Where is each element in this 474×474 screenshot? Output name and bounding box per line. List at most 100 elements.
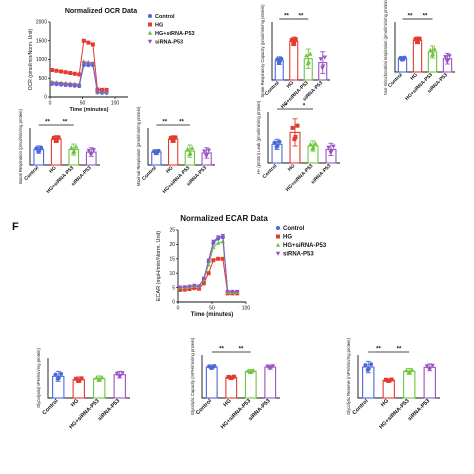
glyco_capacity-bar	[225, 376, 238, 399]
ecar_time-y-tick-label: 25	[169, 228, 175, 234]
ocr_time-data-point	[77, 72, 82, 77]
spare-significance-marker: **	[299, 14, 304, 20]
leak-data-point	[308, 141, 313, 147]
leak-data-point	[292, 137, 297, 142]
ocr_time-data-point	[49, 68, 54, 72]
ecar_time-x-label: Time (minutes)	[191, 312, 234, 318]
nonmito-x-tick-label: HG	[409, 72, 419, 82]
glyco_capacity-data-point	[231, 374, 236, 379]
maximal-significance-marker: **	[179, 120, 184, 126]
nonmito-bar	[412, 39, 423, 73]
nonmito-significance-marker: **	[408, 14, 413, 20]
basal-data-point	[56, 135, 61, 140]
ecar_time-data-point	[225, 289, 230, 295]
ocr_time-legend-marker	[147, 30, 153, 35]
spare-data-point	[304, 53, 309, 58]
nonmito-y-label: Non-mitochondrial respiration (pmol/min/…	[383, 0, 388, 95]
spare-bar	[289, 40, 299, 81]
basal-data-point	[86, 148, 92, 154]
ecar_time-legend-marker	[275, 242, 281, 247]
ecar_time-data-point	[206, 271, 211, 276]
glyco_capacity-significance-marker: **	[239, 347, 244, 353]
leak-significance-marker: *	[285, 104, 288, 110]
ecar_time-data-point	[211, 239, 216, 244]
ocr_time-x-tick-label: 50	[80, 101, 86, 107]
basal-data-point	[91, 148, 96, 153]
spare-data-point	[322, 55, 327, 60]
ecar_time-data-point	[178, 287, 183, 292]
nonmito-x-tick-label: Control	[387, 72, 404, 89]
ocr_time-x-label: Time (minutes)	[69, 107, 108, 113]
ocr_time-data-point	[86, 40, 91, 45]
ocr_time-legend-label: Control	[155, 14, 175, 20]
ocr_time-data-point	[95, 90, 100, 95]
glyco_reserve-data-point	[430, 363, 435, 369]
ecar_time-data-point	[192, 286, 197, 291]
ocr_time-legend-marker	[148, 14, 152, 18]
leak-x-tick-label: HG	[287, 163, 297, 173]
spare-axes	[271, 22, 330, 81]
basal-data-point	[53, 138, 58, 143]
spare-data-point	[305, 61, 311, 66]
ocr_time-data-point	[54, 68, 59, 73]
ocr_time-data-point	[63, 82, 68, 87]
glyco_reserve-bar	[403, 370, 416, 399]
basal-data-point	[36, 149, 41, 154]
ocr_time-data-point	[90, 42, 95, 47]
nonmito-significance-marker: **	[423, 14, 428, 20]
glyco_capacity-data-point	[265, 364, 270, 369]
maximal-data-point	[170, 138, 175, 143]
maximal-chart: Maximal Respiration (pmol/min/mg protein…	[136, 106, 215, 195]
ecar_time-y-tick-label: 10	[169, 271, 175, 277]
glyco_capacity-axes	[201, 355, 280, 399]
ocr_time-data-point	[86, 61, 91, 67]
ocr_time-title: Normalized OCR Data	[65, 8, 137, 15]
nonmito-data-point	[417, 36, 422, 41]
ocr_time-y-tick-label: 500	[39, 76, 48, 82]
ecar_time-legend-label: HG+siRNA-P53	[283, 243, 327, 249]
nonmito-data-point	[413, 37, 418, 42]
ecar_time-data-point	[201, 281, 206, 286]
glycolysis-data-point	[116, 374, 122, 379]
ecar_time-series-line	[180, 240, 238, 293]
leak-data-point	[331, 144, 336, 149]
ocr_time-data-point	[99, 90, 105, 95]
glyco_capacity-data-point	[245, 368, 251, 373]
ecar_time-data-point	[206, 258, 211, 263]
spare-data-point	[308, 51, 313, 56]
ecar_time-data-point	[215, 240, 221, 245]
ecar_time-y-tick-label: 20	[169, 242, 175, 248]
glyco_reserve-data-point	[369, 362, 374, 367]
glycolysis-chart: Glycolysis(mPH/min/mg protein) Control HGH…	[36, 348, 130, 430]
spare-data-point	[275, 57, 280, 62]
maximal-bar	[167, 138, 179, 166]
glycolysis-y-label: Glycolysis(mPH/min/mg protein)	[36, 348, 41, 408]
glycolysis-data-point	[99, 374, 105, 380]
ecar_time-x-tick-label: 100	[242, 306, 251, 312]
maximal-y-label: Maximal Respiration (pmol/min/mg protein…	[136, 106, 141, 186]
glyco_reserve-bar	[423, 366, 436, 399]
ecar_time-data-point	[182, 285, 187, 290]
spare-data-point	[279, 56, 284, 61]
ecar_time-chart: Normalized ECAR Data 0 50 100 0 5 10 15 20 25 Time…	[156, 214, 327, 318]
leak-data-point	[326, 145, 331, 150]
ocr_time-data-point	[49, 81, 55, 86]
maximal-data-point	[189, 145, 195, 150]
ecar_time-data-point	[211, 244, 216, 250]
glyco_reserve-data-point	[363, 363, 368, 368]
glycolysis-data-point	[73, 376, 78, 381]
glycolysis-x-tick-label: Control	[42, 398, 60, 416]
glyco_capacity-x-tick-label: HG	[223, 398, 233, 408]
leak-y-label: H+ (proton) Leak (pmol/min/mg protein)	[256, 100, 261, 174]
spare-data-point	[293, 37, 298, 42]
ecar_time-data-point	[215, 235, 221, 240]
glyco_reserve-chart: Glycolytic Reserve (mPH/min/mg protein) C…	[346, 338, 440, 430]
glyco_capacity-bar	[264, 366, 277, 399]
nonmito-data-point	[428, 47, 433, 52]
glyco_reserve-y-label: Glycolytic Reserve (mPH/min/mg protein)	[346, 338, 351, 415]
ocr_time-data-point	[68, 71, 73, 75]
nonmito-chart: Non-mitochondrial respiration (pmol/min/…	[383, 0, 455, 102]
maximal-data-point	[206, 148, 212, 153]
basal-data-point	[34, 146, 39, 151]
